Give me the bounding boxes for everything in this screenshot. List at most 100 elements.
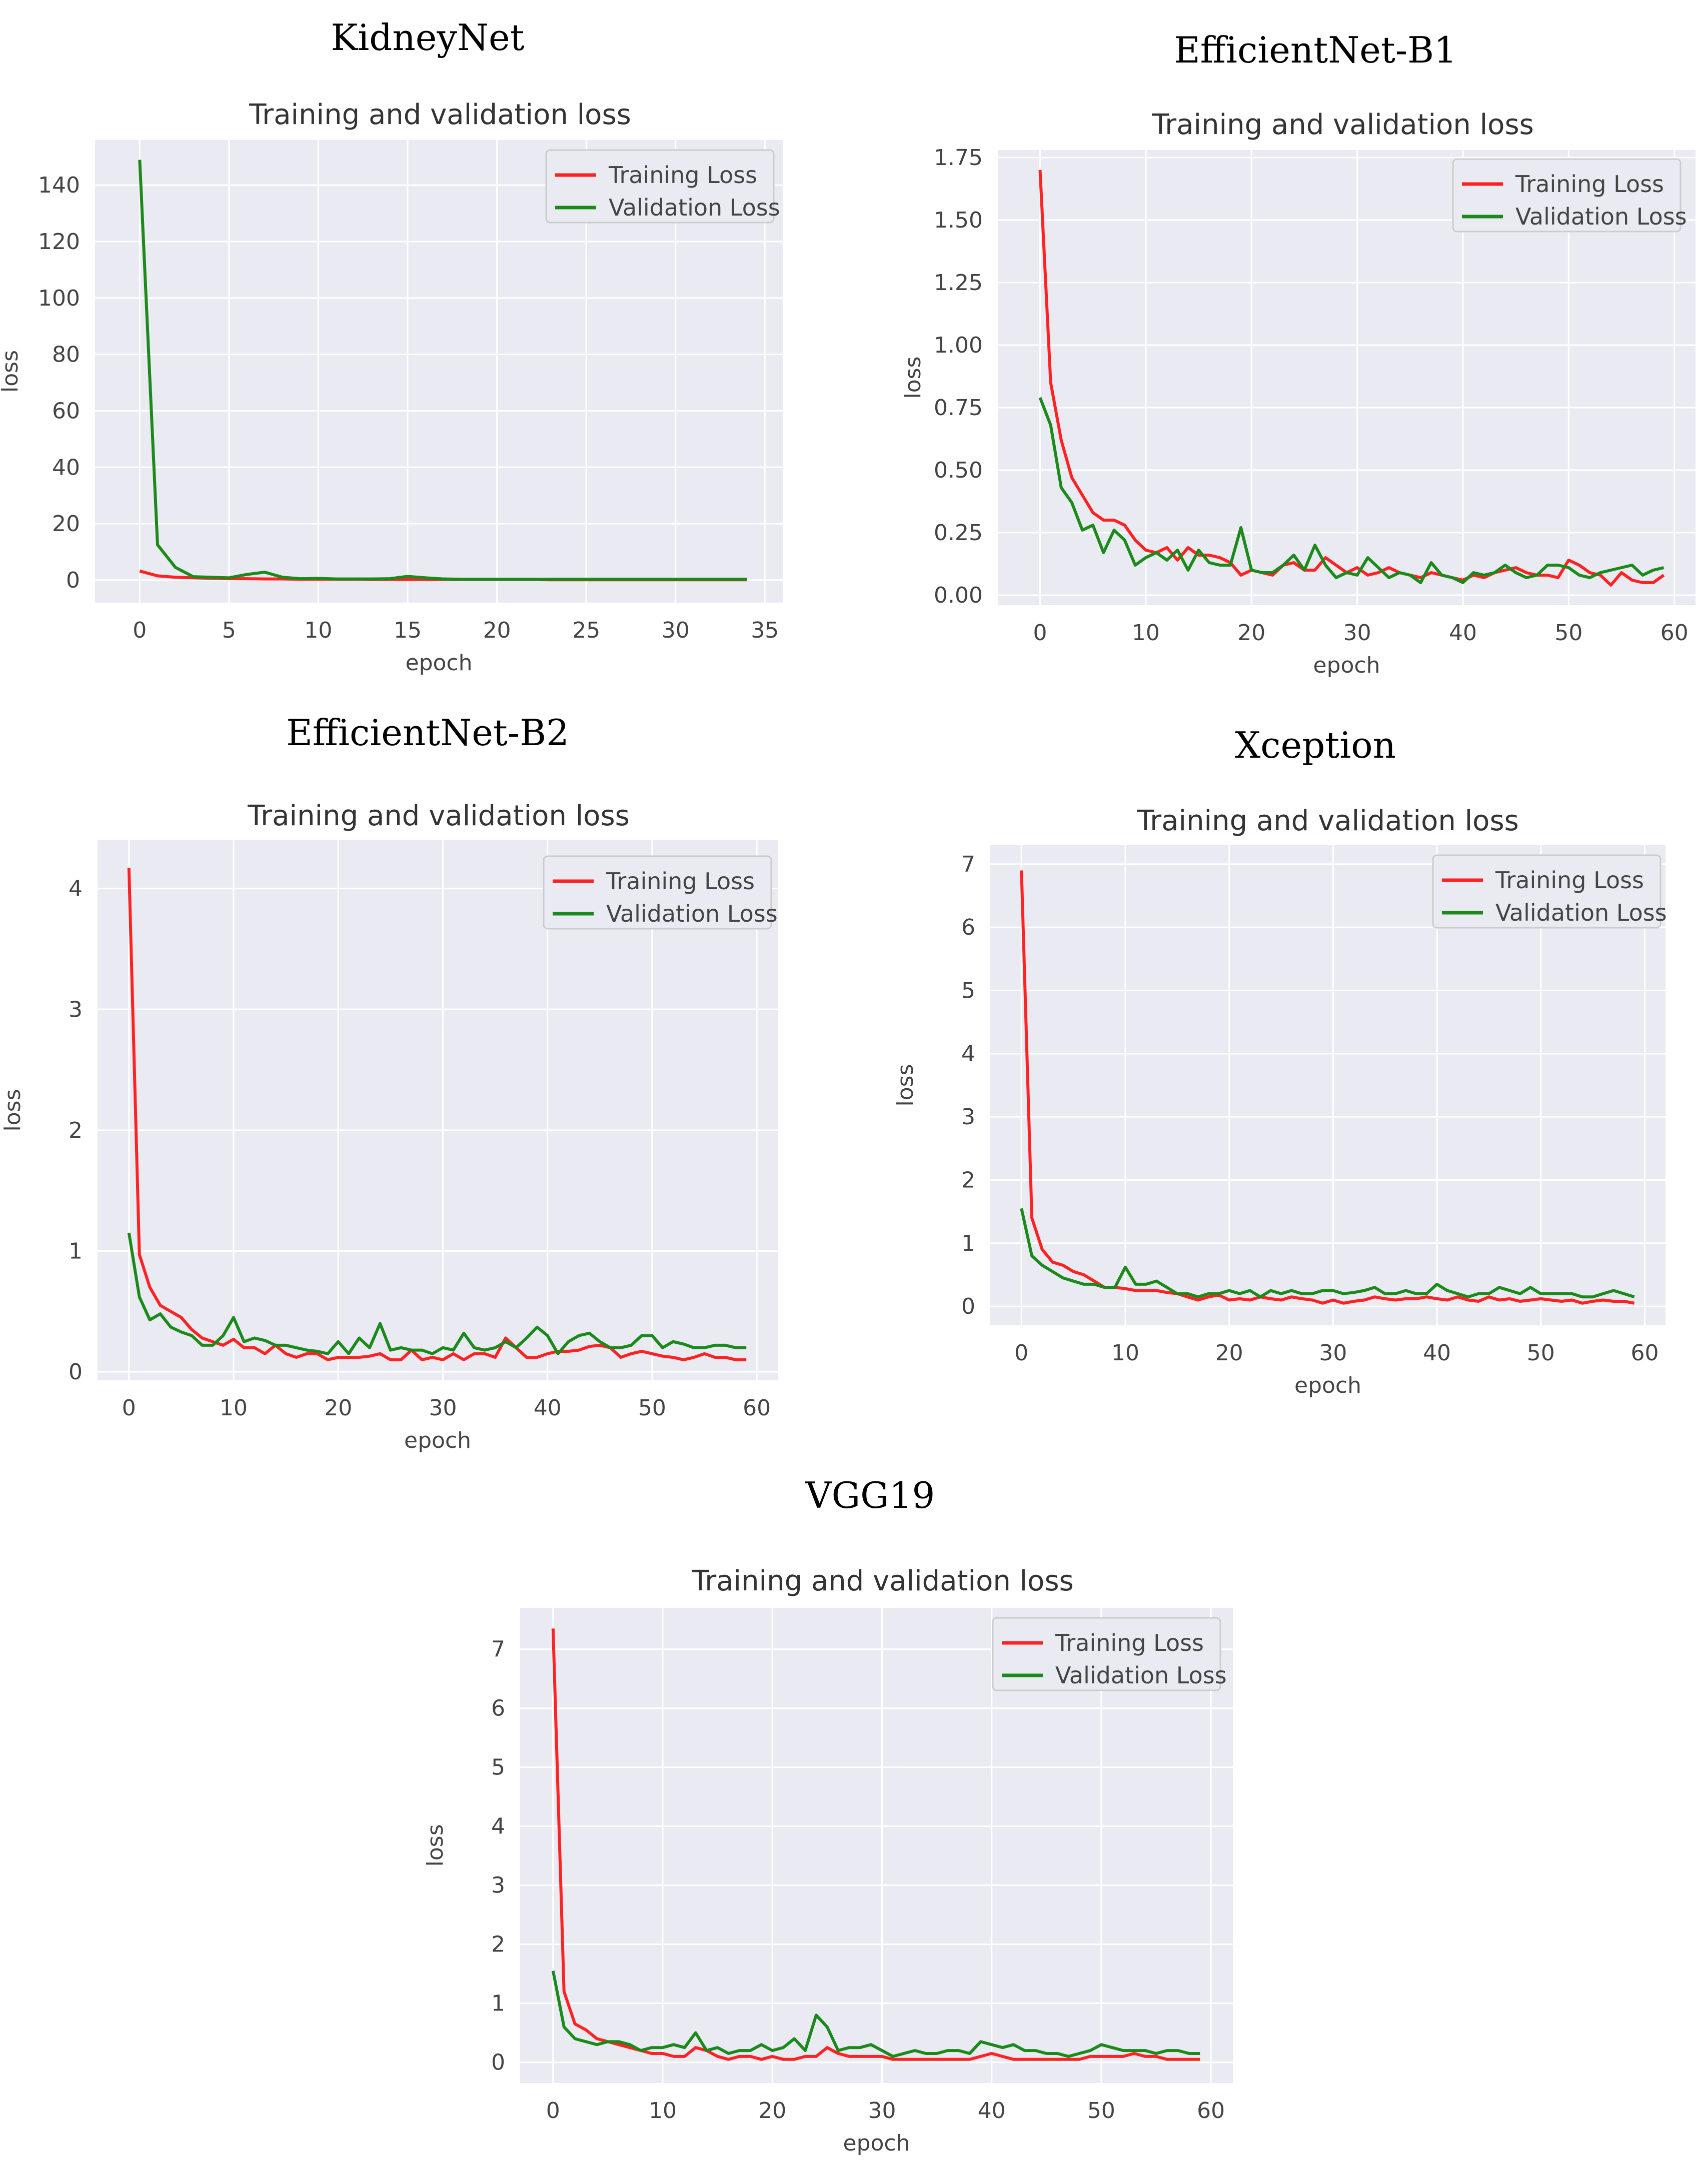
x-axis-label: epoch (1313, 653, 1380, 678)
y-tick-label: 100 (38, 286, 80, 311)
x-tick-label: 60 (1660, 620, 1688, 646)
y-tick-label: 2 (961, 1167, 975, 1193)
y-tick-label: 120 (38, 229, 80, 255)
legend-box (992, 1617, 1221, 1691)
chart-panel-3: EfficientNet-B2 Training and validation l… (0, 712, 778, 1453)
legend-validation-label: Validation Loss (609, 194, 780, 221)
model-title: EfficientNet-B2 (286, 712, 569, 754)
x-tick-label: 50 (1527, 1340, 1555, 1366)
y-tick-label: 3 (961, 1104, 975, 1130)
x-axis-label: epoch (1294, 1373, 1361, 1398)
model-title: Xception (1235, 724, 1396, 766)
y-tick-label: 1.00 (934, 333, 983, 358)
y-tick-label: 0.25 (934, 520, 983, 546)
y-axis-label: loss (900, 357, 926, 399)
x-tick-label: 0 (1014, 1340, 1028, 1366)
x-tick-label: 0 (122, 1395, 136, 1421)
x-tick-label: 0 (1033, 620, 1047, 646)
x-tick-label: 25 (572, 618, 600, 643)
y-tick-label: 5 (491, 1755, 505, 1780)
validation-loss-line (138, 160, 747, 581)
x-axis-label: epoch (404, 1428, 471, 1453)
y-tick-label: 6 (491, 1696, 505, 1721)
y-tick-label: 0 (961, 1294, 975, 1319)
chart-panel-5: VGG19 Training and validation loss 0 10 20 30… (423, 1474, 1233, 2156)
y-tick-label: 20 (52, 511, 80, 537)
model-title: VGG19 (805, 1474, 935, 1516)
x-tick-label: 30 (1343, 620, 1371, 646)
x-tick-label: 40 (1423, 1340, 1451, 1366)
y-tick-label: 80 (52, 342, 80, 368)
chart-title: Training and validation loss (1136, 805, 1519, 837)
y-tick-label: 1 (961, 1231, 975, 1256)
x-tick-label: 10 (649, 2098, 677, 2123)
y-axis-label: loss (893, 1064, 918, 1107)
x-tick-label: 40 (1449, 620, 1477, 646)
x-tick-label: 20 (758, 2098, 786, 2123)
y-tick-label: 1.50 (934, 208, 983, 233)
x-tick-label: 60 (1630, 1340, 1658, 1366)
x-tick-label: 15 (394, 618, 422, 643)
x-tick-label: 20 (1215, 1340, 1243, 1366)
y-tick-label: 140 (38, 173, 80, 198)
training-loss-line (127, 868, 747, 1361)
x-tick-label: 20 (1237, 620, 1265, 646)
legend-validation-label: Validation Loss (1055, 1662, 1227, 1689)
y-tick-label: 1.75 (934, 145, 983, 171)
y-tick-label: 2 (69, 1118, 83, 1143)
chart-panel-1: KidneyNet Training and validation loss 0 5 1… (0, 17, 783, 676)
y-tick-label: 2 (491, 1932, 505, 1957)
legend-training-label: Training Loss (1515, 171, 1664, 198)
y-tick-label: 1 (69, 1238, 83, 1264)
x-tick-label: 30 (868, 2098, 896, 2123)
y-tick-label: 7 (491, 1637, 505, 1662)
legend-validation-label: Validation Loss (1495, 899, 1667, 926)
x-tick-label: 30 (662, 618, 690, 643)
y-tick-label: 4 (491, 1814, 505, 1839)
legend-training-label: Training Loss (1055, 1629, 1204, 1656)
legend-training-label: Training Loss (608, 162, 757, 189)
y-axis-label: loss (0, 350, 23, 393)
y-tick-label: 5 (961, 978, 975, 1004)
chart-title: Training and validation loss (691, 1565, 1074, 1597)
chart-title: Training and validation loss (247, 800, 630, 832)
chart-title: Training and validation loss (1151, 109, 1534, 141)
model-title: KidneyNet (331, 17, 524, 59)
y-tick-label: 0 (66, 568, 80, 593)
training-loss-line (1038, 170, 1665, 587)
x-tick-label: 10 (1132, 620, 1160, 646)
x-tick-label: 5 (222, 618, 236, 643)
y-tick-label: 0 (491, 2050, 505, 2075)
y-tick-label: 1.25 (934, 270, 983, 296)
y-tick-label: 7 (961, 852, 975, 877)
y-axis-label: loss (423, 1824, 448, 1867)
chart-title: Training and validation loss (249, 99, 631, 131)
validation-loss-line (551, 1970, 1200, 2058)
validation-loss-line (1038, 397, 1664, 584)
x-tick-label: 40 (534, 1395, 562, 1421)
x-tick-label: 30 (1319, 1340, 1347, 1366)
chart-panel-2: EfficientNet-B1 Training and validation l… (900, 29, 1695, 678)
x-tick-label: 50 (638, 1395, 666, 1421)
y-tick-label: 60 (52, 398, 80, 424)
plot-area (98, 840, 778, 1380)
x-axis-label: epoch (843, 2130, 910, 2156)
y-tick-label: 6 (961, 915, 975, 940)
legend-validation-label: Validation Loss (606, 900, 778, 927)
training-loss-line (551, 1628, 1200, 2061)
x-tick-label: 50 (1554, 620, 1582, 646)
x-tick-label: 60 (743, 1395, 771, 1421)
x-tick-label: 10 (1111, 1340, 1139, 1366)
y-tick-label: 0.50 (934, 458, 983, 483)
validation-loss-line (127, 1232, 747, 1355)
model-title: EfficientNet-B1 (1174, 29, 1457, 71)
x-tick-label: 50 (1087, 2098, 1115, 2123)
x-axis-label: epoch (406, 650, 473, 676)
y-axis-label: loss (0, 1089, 26, 1132)
legend-box (1452, 158, 1681, 233)
legend-training-label: Training Loss (606, 868, 755, 895)
y-tick-label: 0.75 (934, 395, 983, 421)
x-tick-label: 10 (220, 1395, 248, 1421)
y-tick-label: 4 (961, 1041, 975, 1067)
